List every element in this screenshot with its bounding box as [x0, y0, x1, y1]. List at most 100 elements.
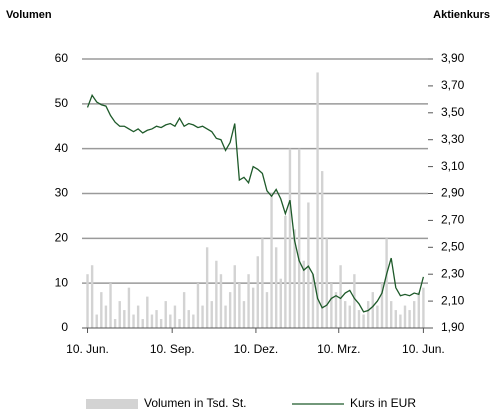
volume-bar: [320, 171, 324, 328]
volume-bar: [132, 314, 135, 328]
volume-bar: [169, 314, 172, 328]
volume-bar: [307, 202, 310, 328]
volume-bar: [311, 274, 315, 328]
volume-bar: [274, 247, 278, 328]
volume-bar: [353, 274, 356, 328]
volume-bar: [417, 292, 420, 328]
y2-tick-label: 3,90: [441, 51, 465, 65]
volume-bar: [155, 310, 158, 328]
volume-bar: [210, 301, 213, 328]
volume-bar: [279, 278, 282, 328]
y2-tick-label: 3,70: [441, 78, 465, 92]
y2-tick-label: 2,50: [441, 239, 465, 253]
legend-label: Volumen in Tsd. St.: [144, 396, 247, 410]
x-tick-label: 10. Dez.: [234, 342, 279, 356]
volume-bar: [196, 283, 200, 328]
volume-bar: [265, 292, 269, 328]
volume-bar: [219, 274, 223, 328]
volume-bar: [284, 215, 287, 328]
y-tick-label: 60: [55, 51, 69, 65]
volume-bar: [109, 283, 112, 328]
y-axis-label: Volumen: [6, 9, 52, 21]
volume-bar: [288, 148, 292, 328]
volume-bar: [187, 310, 190, 328]
y2-tick-label: 3,50: [441, 105, 465, 119]
volume-bar: [215, 260, 218, 328]
volume-bar: [164, 301, 167, 328]
volume-bar: [403, 305, 407, 328]
volume-bar: [422, 287, 425, 328]
volume-bar: [118, 301, 121, 328]
volume-bar: [141, 319, 144, 328]
y-tick-label: 0: [61, 320, 68, 334]
volume-bar: [330, 283, 333, 328]
volume-bar: [150, 314, 154, 328]
volume-bar: [325, 238, 328, 328]
volume-bar: [256, 256, 259, 328]
volume-bar: [86, 274, 89, 328]
volume-bar: [238, 283, 241, 328]
volume-bar: [173, 305, 177, 328]
volume-bar: [127, 287, 131, 328]
volume-bar: [399, 314, 402, 328]
x-tick-label: 10. Jun.: [66, 342, 109, 356]
y2-tick-label: 1,90: [441, 320, 465, 334]
volume-bar: [228, 292, 232, 328]
volume-bar: [90, 265, 94, 328]
volume-bar: [136, 305, 140, 328]
volume-bar: [408, 310, 411, 328]
y2-tick-label: 3,30: [441, 132, 465, 146]
volume-bar: [376, 305, 379, 328]
y2-tick-label: 3,10: [441, 159, 465, 173]
volume-bar: [205, 247, 209, 328]
y-tick-label: 40: [55, 141, 69, 155]
y2-tick-label: 2,70: [441, 213, 465, 227]
volume-bar: [224, 305, 227, 328]
volume-bar: [247, 274, 250, 328]
volume-bar: [334, 292, 338, 328]
volume-bar: [302, 260, 305, 328]
y-tick-label: 50: [55, 96, 69, 110]
volume-bar: [343, 301, 347, 328]
x-tick-label: 10. Jun.: [402, 342, 445, 356]
volume-bar: [270, 193, 273, 328]
volume-bar: [100, 292, 103, 328]
x-tick-label: 10. Sep.: [150, 342, 195, 356]
volume-bar: [233, 265, 236, 328]
y2-axis-label: Aktienkurs: [433, 9, 490, 21]
volume-bar: [362, 314, 365, 328]
volume-bar: [357, 310, 361, 328]
volume-bar: [339, 265, 342, 328]
legend-label: Kurs in EUR: [350, 396, 416, 410]
volume-bar: [380, 283, 384, 328]
volume-bar: [394, 310, 397, 328]
volume-bar: [293, 229, 296, 328]
volume-bar: [192, 314, 195, 328]
price-line: [86, 93, 425, 313]
volume-bar: [412, 301, 416, 328]
volume-bar: [159, 319, 163, 328]
volume-bar: [242, 301, 246, 328]
volume-bar: [95, 314, 98, 328]
volume-bar: [104, 305, 108, 328]
y2-tick-label: 2,10: [441, 293, 465, 307]
legend-swatch: [86, 399, 138, 409]
volume-bar: [261, 238, 264, 328]
volume-bar: [371, 292, 374, 328]
volume-bar: [366, 301, 370, 328]
volume-bar: [178, 319, 181, 328]
volume-bar: [182, 292, 186, 328]
x-tick-label: 10. Mrz.: [317, 342, 360, 356]
volume-bar: [146, 296, 149, 328]
y-tick-label: 20: [55, 231, 69, 245]
volume-bar: [123, 310, 126, 328]
volume-bar: [385, 238, 388, 328]
volume-bar: [389, 301, 393, 328]
volume-bar: [201, 305, 204, 328]
y-tick-label: 10: [55, 275, 69, 289]
volume-bar: [348, 305, 351, 328]
y2-tick-label: 2,30: [441, 266, 465, 280]
volume-bar: [251, 287, 255, 328]
volume-bar: [316, 72, 319, 328]
y2-tick-label: 2,90: [441, 186, 465, 200]
